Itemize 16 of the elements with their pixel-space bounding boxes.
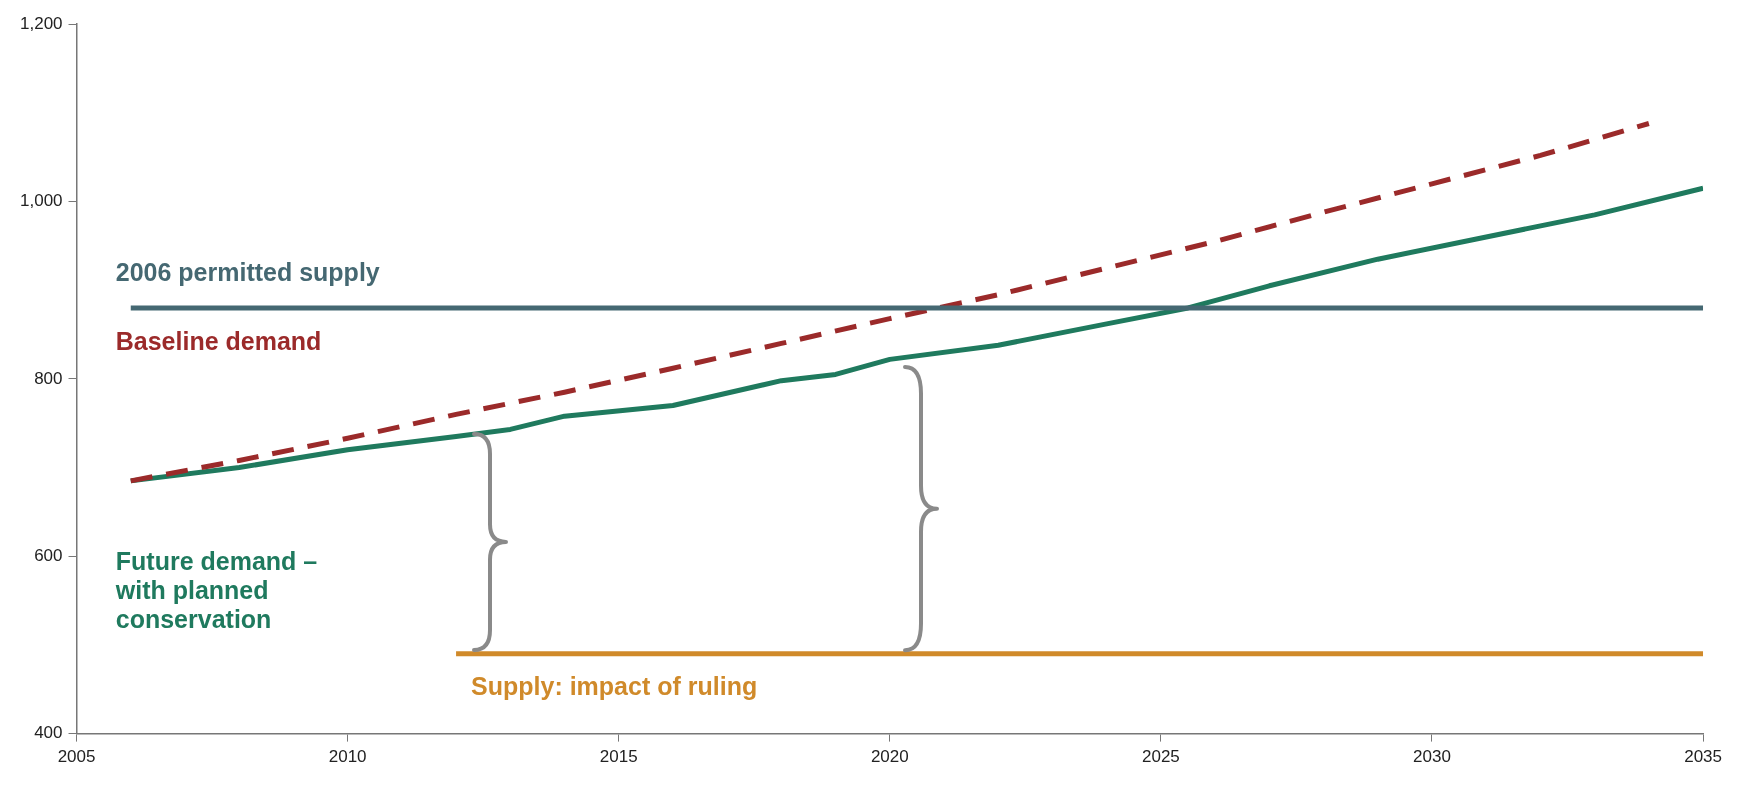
series-label: Supply: impact of ruling bbox=[471, 672, 758, 701]
text: Future demand – with planned conservation bbox=[114, 547, 318, 634]
series-label: 2006 permitted supply bbox=[115, 258, 380, 287]
x-tick-label: 2015 bbox=[599, 747, 638, 767]
x-tick-label: 2030 bbox=[1413, 747, 1451, 767]
y-tick-label: 1,000 bbox=[19, 191, 63, 211]
x-tick-label: 2010 bbox=[328, 747, 367, 767]
x-tick-label: 2035 bbox=[1684, 747, 1722, 767]
x-tick-label: 2025 bbox=[1141, 747, 1180, 767]
y-tick-label: 400 bbox=[34, 723, 63, 743]
x-tick-label: 2005 bbox=[57, 747, 96, 767]
y-tick-label: 1,200 bbox=[19, 13, 63, 33]
y-tick-label: 800 bbox=[34, 368, 63, 388]
text: Baseline demand bbox=[115, 327, 322, 356]
y-tick-label: 600 bbox=[34, 545, 63, 565]
x-tick-label: 2020 bbox=[870, 747, 909, 767]
